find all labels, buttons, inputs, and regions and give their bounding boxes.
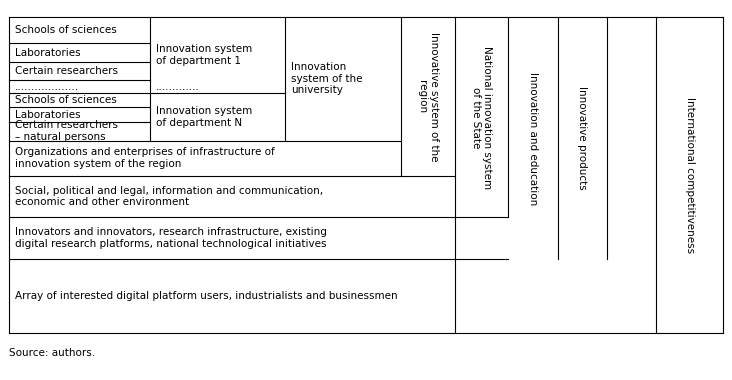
Text: Innovation system
of department N: Innovation system of department N bbox=[156, 106, 252, 128]
Text: Laboratories: Laboratories bbox=[15, 48, 81, 58]
Text: Source: authors.: Source: authors. bbox=[9, 348, 95, 358]
Text: Social, political and legal, information and communication,
economic and other e: Social, political and legal, information… bbox=[15, 186, 323, 207]
Text: Innovators and innovators, research infrastructure, existing
digital research pl: Innovators and innovators, research infr… bbox=[15, 228, 326, 249]
Text: Array of interested digital platform users, industrialists and businessmen: Array of interested digital platform use… bbox=[15, 291, 397, 301]
Text: Laboratories: Laboratories bbox=[15, 109, 81, 120]
Text: Certain researchers
– natural persons: Certain researchers – natural persons bbox=[15, 120, 118, 142]
Text: Innovation system
of department 1: Innovation system of department 1 bbox=[156, 44, 252, 66]
Text: International competitiveness: International competitiveness bbox=[684, 97, 695, 253]
Text: Organizations and enterprises of infrastructure of
innovation system of the regi: Organizations and enterprises of infrast… bbox=[15, 147, 274, 169]
Text: Certain researchers: Certain researchers bbox=[15, 66, 118, 76]
Text: ...................: ................... bbox=[15, 82, 79, 92]
Text: Innovation
system of the
university: Innovation system of the university bbox=[291, 62, 363, 95]
Text: Innovative products: Innovative products bbox=[578, 86, 587, 190]
Text: Innovation and education: Innovation and education bbox=[528, 71, 538, 205]
Text: Schools of sciences: Schools of sciences bbox=[15, 25, 116, 35]
Text: National innovation system
of the State: National innovation system of the State bbox=[471, 46, 493, 189]
Text: Schools of sciences: Schools of sciences bbox=[15, 95, 116, 105]
Text: Innovative system of the
region: Innovative system of the region bbox=[417, 32, 439, 161]
Text: .............: ............. bbox=[156, 82, 200, 92]
